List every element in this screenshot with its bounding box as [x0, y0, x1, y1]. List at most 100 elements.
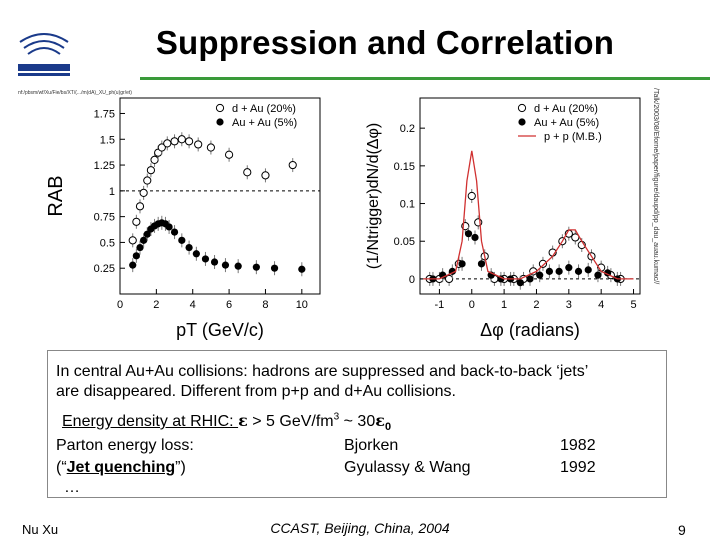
- data-point: [458, 260, 466, 268]
- jet-year: 1992: [560, 459, 596, 476]
- data-point: [298, 265, 306, 273]
- data-point: [129, 261, 137, 269]
- logo-bar: [18, 64, 70, 71]
- logo-arches: [19, 33, 69, 55]
- data-point: [467, 191, 476, 201]
- x-tick-label: 5: [630, 299, 636, 311]
- data-point: [178, 236, 186, 244]
- data-point: [270, 264, 279, 272]
- y-tick-label: 1: [109, 186, 115, 198]
- parton-year: 1982: [560, 437, 596, 454]
- file-path-label: nf:/pbsm/wf/Xu/Fie/bs/XT/(.../m(dA)_XU_p…: [18, 90, 132, 96]
- series-1: [129, 215, 306, 277]
- legend-swatch: [518, 118, 526, 126]
- y-tick-label: 0.2: [400, 123, 415, 135]
- data-point: [536, 271, 544, 279]
- jet-close-quote: ”): [175, 459, 186, 476]
- parton-label: Parton energy loss:: [56, 437, 194, 454]
- epsilon-subscript: 0: [384, 421, 392, 434]
- series-2: [423, 150, 634, 280]
- y-tick-label: 1.5: [100, 134, 115, 146]
- data-point: [538, 259, 548, 268]
- raa-chart: 0 2 4 6 8 10 0.25 0.5 0.75 1 1.25 1.5 1.75 pT (GeV/c)…: [45, 97, 321, 340]
- data-point: [185, 243, 193, 252]
- data-point: [139, 188, 148, 198]
- page-number: 9: [678, 522, 686, 538]
- y-tick-label: 0.1: [400, 199, 415, 211]
- x-axis-label: Δφ (radians): [480, 320, 580, 340]
- data-point: [170, 137, 179, 146]
- plot-frame: [119, 97, 321, 295]
- x-tick-label: 6: [226, 299, 232, 311]
- summary-textbox: In central Au+Au collisions: hadrons are…: [47, 350, 667, 498]
- data-point: [445, 274, 454, 284]
- author-name: Nu Xu: [22, 522, 59, 537]
- jet-quenching-label: Jet quenching: [66, 459, 176, 476]
- data-point: [224, 150, 234, 159]
- y-tick-label: 0.5: [100, 237, 115, 249]
- x-tick-label: 0: [117, 299, 123, 311]
- legend-swatch: [216, 118, 224, 126]
- slide-title: Suppression and Correlation: [155, 24, 615, 61]
- energy-exponent: 3: [333, 411, 340, 423]
- title-rule: [140, 77, 710, 80]
- legend-entry: Au + Au (5%): [534, 117, 599, 129]
- data-point: [170, 228, 179, 236]
- legend-entry: p + p (M.B.): [544, 131, 602, 143]
- epsilon-zero-symbol: ε: [375, 411, 385, 430]
- y-tick-label: 1.75: [94, 108, 115, 120]
- data-point: [194, 140, 203, 149]
- data-point: [261, 171, 270, 180]
- data-point: [135, 202, 145, 211]
- epsilon-symbol: ε: [238, 411, 248, 430]
- data-point: [157, 143, 166, 152]
- y-tick-label: 0.75: [94, 212, 115, 224]
- x-axis-label: pT (GeV/c): [176, 320, 264, 340]
- data-point: [165, 223, 173, 231]
- energy-prefix: Energy density at RHIC:: [62, 413, 239, 430]
- data-point: [201, 255, 210, 263]
- data-point: [143, 176, 152, 185]
- x-tick-label: 10: [296, 299, 308, 311]
- data-point: [132, 217, 141, 226]
- data-point: [206, 143, 216, 152]
- energy-mid: > 5 GeV/fm: [247, 413, 334, 430]
- data-point: [555, 267, 563, 275]
- plot-frame: [419, 97, 641, 295]
- file-path-vertical: /Talk/2003/08/Eforne/paper/figure/daupd/…: [652, 88, 659, 285]
- bnl-logo: [18, 33, 70, 76]
- data-point: [221, 261, 230, 269]
- legend-entry: d + Au (20%): [232, 103, 296, 115]
- energy-tail: ~ 30: [339, 413, 376, 430]
- data-point: [584, 266, 592, 274]
- x-tick-label: 2: [153, 299, 159, 311]
- y-axis-label: (1/Ntrigger)dN/d(Δφ): [365, 123, 382, 269]
- data-point: [163, 139, 172, 148]
- y-tick-label: 1.25: [94, 160, 115, 172]
- data-point: [252, 263, 260, 271]
- data-point: [545, 267, 554, 275]
- logo-bar-thin: [18, 73, 70, 76]
- data-point: [146, 166, 156, 175]
- body-line-1: In central Au+Au collisions: hadrons are…: [56, 363, 589, 380]
- dphi-chart: -1 0 1 2 3 4 5 0 0.05 0.1 0.15 0.2 Δφ (radians) (1/Nt…: [365, 97, 641, 340]
- y-axis-label: RAB: [45, 175, 67, 216]
- data-point: [143, 230, 151, 238]
- ellipsis: …: [64, 479, 80, 496]
- data-point: [140, 236, 148, 244]
- data-point: [243, 168, 252, 177]
- data-point: [288, 160, 297, 170]
- data-point: [571, 233, 580, 242]
- x-tick-label: 4: [598, 299, 604, 311]
- legend-swatch: [215, 103, 225, 113]
- y-tick-label: 0.15: [394, 161, 415, 173]
- x-tick-label: 2: [533, 299, 539, 311]
- energy-density-line: Energy density at RHIC: ε > 5 GeV/fm3 ~ …: [62, 411, 391, 433]
- data-point: [477, 260, 486, 268]
- data-point: [234, 262, 242, 270]
- data-point: [516, 279, 524, 287]
- legend-swatch: [517, 103, 527, 113]
- data-point: [184, 137, 194, 146]
- jet-open-quote: (“: [56, 459, 67, 476]
- data-point: [128, 236, 137, 245]
